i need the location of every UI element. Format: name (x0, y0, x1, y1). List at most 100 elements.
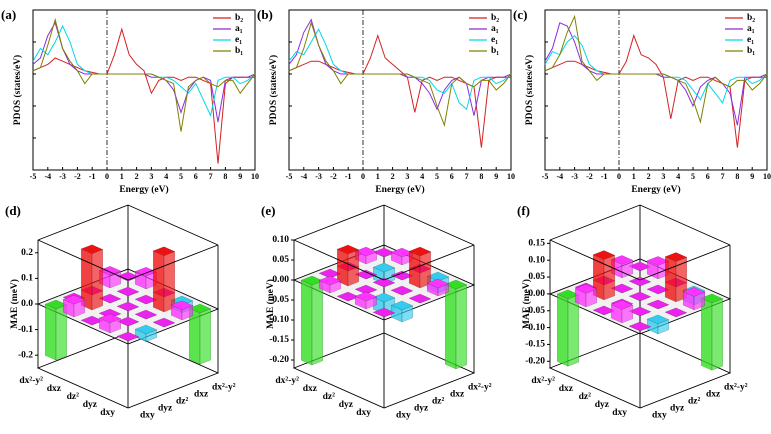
bar-top (354, 284, 378, 295)
x-tick-label: 2 (391, 172, 395, 181)
legend-label: e₁ (747, 35, 754, 45)
bar (44, 299, 68, 361)
z-tick-label: -0.10 (525, 323, 545, 333)
z-tick-label: 0.0 (21, 299, 33, 309)
bar-top (62, 294, 86, 305)
x-axis-label: Energy (eV) (375, 184, 424, 195)
x-tick-label: 1 (632, 172, 636, 181)
bar (390, 247, 414, 266)
col-label: dxy (652, 411, 667, 421)
z-axis-label: MAE (meV) (521, 279, 532, 329)
x-tick-label: 7 (465, 172, 469, 181)
x-tick-label: 3 (149, 172, 153, 181)
bar (408, 293, 432, 304)
bar (134, 324, 158, 343)
z-tick-label: -0.20 (269, 355, 289, 365)
x-tick-label: 0 (361, 172, 365, 181)
x-tick-label: 8 (223, 172, 227, 181)
bar-right-face (603, 255, 615, 301)
x-tick-label: 10 (251, 172, 259, 181)
bar-right-face (567, 294, 579, 367)
col-label: dz² (688, 397, 701, 407)
row-label: dyz (595, 400, 610, 410)
bar-top (170, 300, 194, 311)
x-tick-label: -5 (286, 172, 293, 181)
bar (390, 270, 414, 281)
row-label: dxy (612, 408, 627, 418)
box-top-edge (639, 204, 731, 246)
bar (372, 277, 396, 288)
bar-top (372, 262, 396, 273)
bar-top (116, 301, 140, 312)
bar-top (98, 308, 122, 319)
bar (318, 275, 342, 294)
bar (372, 307, 396, 318)
row-label: dz² (67, 392, 80, 402)
x-tick-label: 3 (661, 172, 665, 181)
row-label: dyz (339, 400, 354, 410)
x-tick-label: 6 (706, 172, 710, 181)
bar-top (354, 291, 378, 302)
bar-top (408, 246, 432, 257)
bar-left-face (445, 283, 457, 370)
x-tick-label: -1 (345, 172, 352, 181)
bar (390, 285, 414, 296)
box-top-edge (293, 239, 385, 281)
bar-top (574, 284, 598, 294)
bar (354, 291, 378, 310)
row-label: dyz (83, 400, 98, 410)
bar (134, 309, 158, 320)
col-label: dz² (432, 397, 445, 407)
box-top-edge (127, 204, 219, 246)
panel-label: (f) (517, 203, 530, 218)
x-tick-label: -2 (74, 172, 81, 181)
panel-label: (d) (5, 203, 21, 218)
box-top-edge (383, 244, 475, 281)
bar-top (116, 286, 140, 297)
bar-top (372, 277, 396, 288)
col-label: dx²-y² (212, 383, 236, 393)
legend-label: a₁ (491, 24, 499, 34)
x-tick-label: -3 (571, 172, 578, 181)
pdos-line (32, 17, 256, 132)
bar-left-face (557, 293, 569, 367)
bar-left-face (45, 303, 57, 361)
bar-top (592, 250, 616, 260)
legend-label: b₂ (491, 13, 499, 23)
pdos-line (544, 14, 768, 124)
row-label: dxy (356, 408, 371, 418)
x-axis-label: Energy (eV) (631, 184, 680, 195)
z-tick-label: -0.15 (269, 335, 289, 345)
bar-top (390, 300, 414, 311)
pdos-line (32, 27, 255, 164)
z-tick-label: -0.05 (525, 306, 545, 316)
plot-frame (544, 9, 768, 171)
bar (152, 246, 176, 313)
legend-label: b₂ (747, 13, 755, 23)
bar (592, 250, 616, 301)
box-top-edge (639, 244, 731, 281)
bar-top (134, 324, 158, 335)
col-label: dxz (194, 390, 209, 400)
box-top-edge (293, 204, 385, 241)
x-tick-label: -1 (89, 172, 96, 181)
col-label: dyz (158, 404, 173, 414)
bar-left-face (701, 297, 713, 371)
bar-top (336, 291, 360, 302)
bar (444, 279, 468, 370)
x-tick-label: 0 (105, 172, 109, 181)
bar-top (646, 314, 670, 325)
bar-top (372, 247, 396, 258)
x-tick-label: 5 (179, 172, 183, 181)
x-tick-label: -2 (330, 172, 337, 181)
z-tick-label: -0.05 (269, 295, 289, 305)
x-tick-label: -5 (542, 172, 549, 181)
bar-top (426, 278, 450, 289)
row-label: dx²-y² (19, 376, 43, 386)
col-label: dxy (396, 411, 411, 421)
y-axis-label: PDOS (states/eV) (268, 55, 279, 125)
col-label: dxz (706, 390, 721, 400)
bar-right-face (311, 280, 323, 366)
x-tick-label: -1 (601, 172, 608, 181)
